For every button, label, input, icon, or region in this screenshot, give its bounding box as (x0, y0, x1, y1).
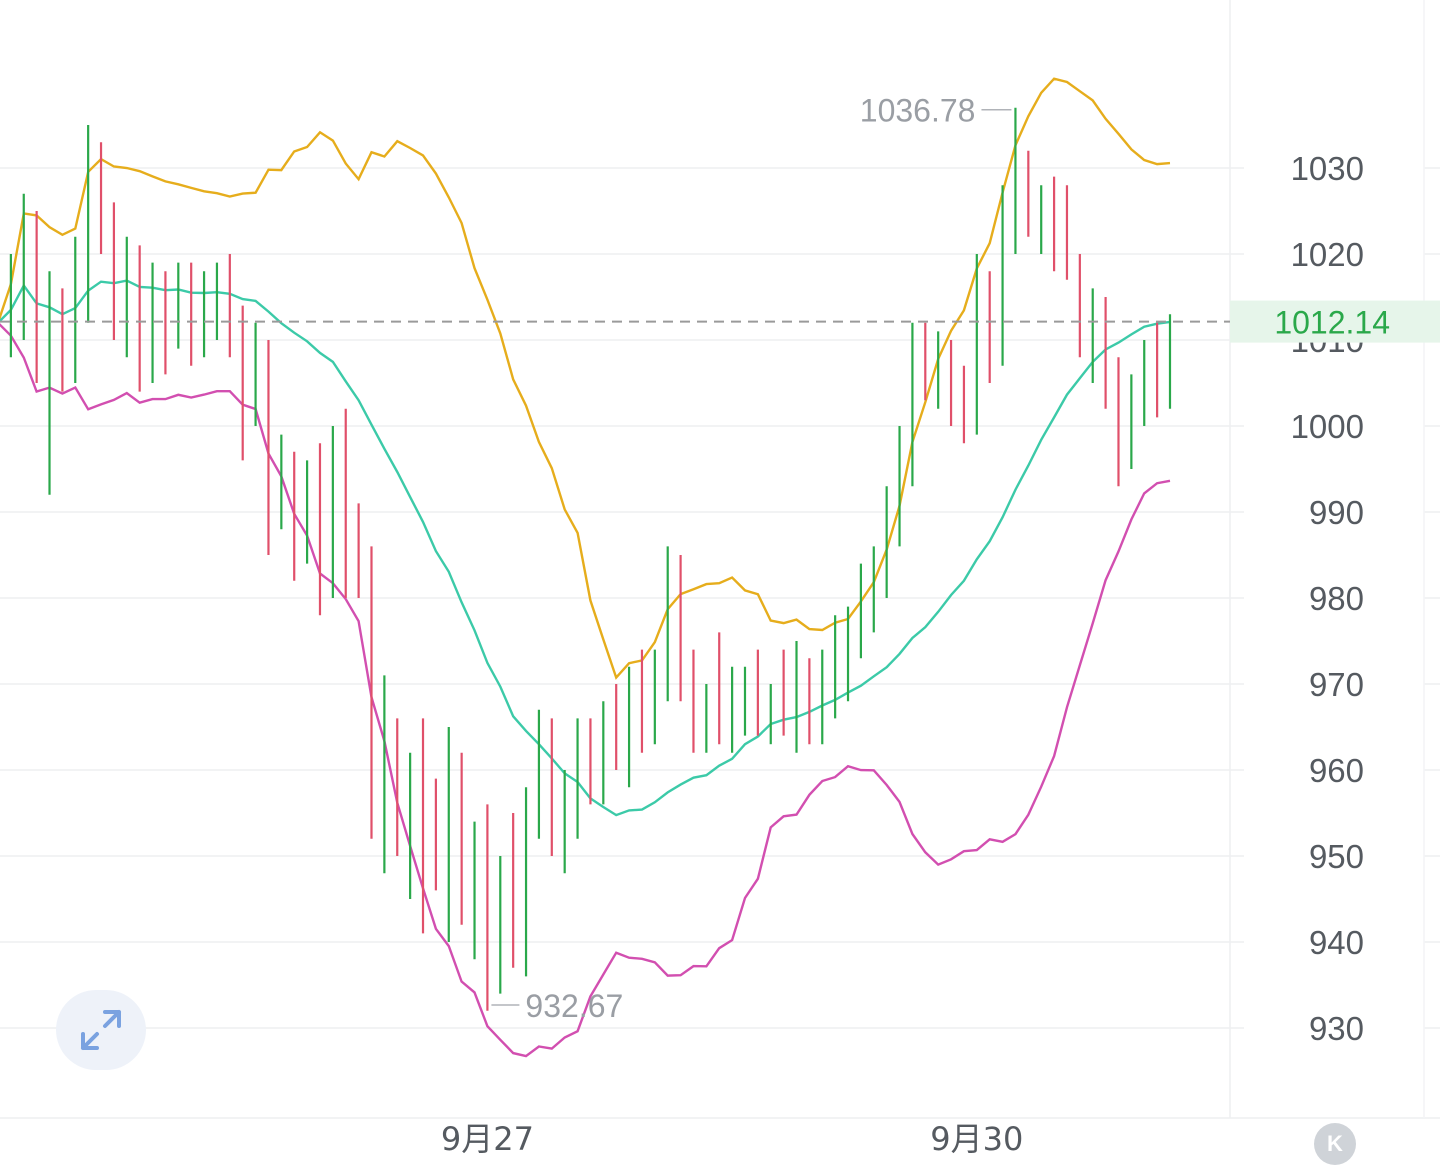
candles (9, 107, 1172, 1011)
y-tick-label: 970 (1309, 666, 1364, 703)
current-price-label: 1012.14 (1274, 305, 1390, 341)
y-tick-label: 930 (1309, 1010, 1364, 1047)
annotations: 1036.78 932.67 (491, 93, 1012, 1024)
bollinger-bands (0, 77, 1171, 1058)
lower-band-line (0, 323, 1171, 1058)
high-annotation: 1036.78 (860, 93, 976, 129)
y-tick-label: 990 (1309, 494, 1364, 531)
upper-band-line (0, 77, 1171, 680)
expand-arrows-icon (81, 1010, 121, 1050)
y-tick-label: 1030 (1291, 150, 1364, 187)
kline-button[interactable]: K (1314, 1123, 1356, 1165)
grid-lines (0, 0, 1440, 1119)
x-tick-label: 9月30 (930, 1120, 1023, 1158)
y-tick-label: 1000 (1291, 408, 1364, 445)
y-tick-label: 960 (1309, 752, 1364, 789)
expand-button[interactable] (56, 990, 146, 1070)
current-price-tag: 1012.14 (1230, 300, 1440, 343)
y-tick-label: 1020 (1291, 236, 1364, 273)
y-tick-label: 940 (1309, 924, 1364, 961)
current-price-tag-bg (1230, 300, 1440, 343)
middle-band-line (0, 279, 1171, 817)
y-axis-ticks: 1030102010101000990980970960950940930 (1291, 150, 1364, 1047)
y-tick-label: 950 (1309, 838, 1364, 875)
low-annotation: 932.67 (525, 988, 623, 1024)
x-tick-label: 9月27 (441, 1120, 534, 1158)
y-tick-label: 980 (1309, 580, 1364, 617)
x-axis-ticks: 9月27 9月30 (441, 1120, 1024, 1158)
